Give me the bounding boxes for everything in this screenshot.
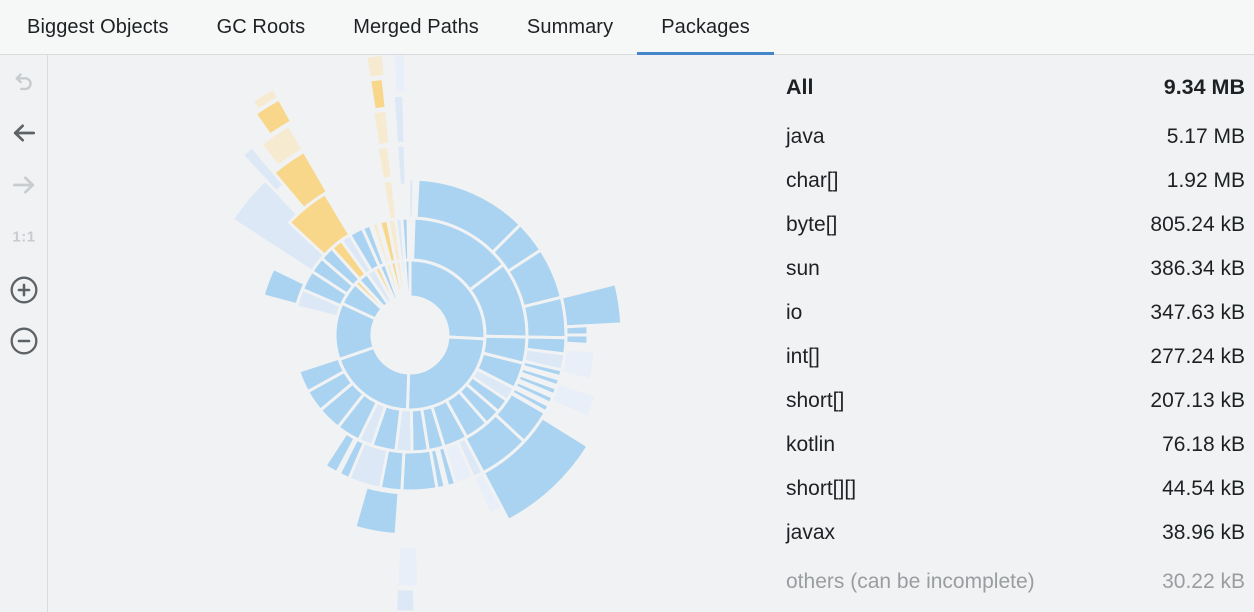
sunburst-segment[interactable]	[395, 545, 421, 589]
package-row-sun[interactable]: sun 386.34 kB	[770, 247, 1254, 291]
package-row-short[interactable]: short[] 207.13 kB	[770, 379, 1254, 423]
package-size: 805.24 kB	[1150, 213, 1245, 236]
package-name: sun	[786, 257, 820, 280]
sunburst-segment[interactable]	[518, 366, 562, 388]
tab-bar: Biggest Objects GC Roots Merged Paths Summa…	[0, 0, 1254, 55]
sunburst-segment[interactable]	[481, 415, 591, 523]
package-size: 5.17 MB	[1166, 125, 1245, 148]
tab-gc-roots[interactable]: GC Roots	[216, 15, 306, 38]
package-size: 38.96 kB	[1162, 521, 1245, 544]
sunburst-segment[interactable]	[436, 445, 458, 489]
sunburst-segment[interactable]	[471, 470, 505, 517]
package-name: All	[786, 74, 814, 99]
chart-toolbar: 1:1	[0, 55, 48, 612]
sunburst-chart[interactable]	[49, 55, 771, 612]
package-name: io	[786, 301, 803, 324]
package-name: short[]	[786, 389, 845, 412]
sunburst-segment[interactable]	[364, 55, 387, 80]
package-row-kotlin[interactable]: kotlin 76.18 kB	[770, 423, 1254, 467]
package-size: 207.13 kB	[1150, 389, 1245, 412]
package-name: short[][]	[786, 477, 857, 500]
tab-biggest-objects[interactable]: Biggest Objects	[27, 15, 169, 38]
sunburst-segment[interactable]	[407, 177, 416, 220]
sunburst-segment[interactable]	[549, 381, 599, 420]
package-row-char[interactable]: char[] 1.92 MB	[770, 159, 1254, 203]
package-row-others-can-be-incomplete: others (can be incomplete) 30.22 kB	[770, 560, 1254, 604]
sunburst-segment[interactable]	[403, 258, 412, 299]
sunburst-segment[interactable]	[400, 448, 439, 493]
package-name: byte[]	[786, 213, 838, 236]
sunburst-segment[interactable]	[250, 86, 281, 113]
package-name: int[]	[786, 345, 820, 368]
sunburst-segment[interactable]	[391, 55, 408, 96]
package-size: 386.34 kB	[1150, 257, 1245, 280]
sunburst-segment[interactable]	[353, 485, 401, 537]
sunburst-segment[interactable]	[322, 431, 358, 475]
actual-size-button: 1:1	[12, 228, 36, 246]
package-row-int[interactable]: int[] 277.24 kB	[770, 335, 1254, 379]
package-row-all[interactable]: All 9.34 MB	[770, 65, 1254, 109]
sunburst-segment[interactable]	[559, 281, 624, 329]
undo-icon	[15, 73, 32, 91]
zoom-out-button[interactable]	[10, 327, 39, 356]
package-size: 30.22 kB	[1162, 570, 1245, 593]
zoom-in-icon	[10, 276, 38, 304]
sunburst-segment[interactable]	[296, 356, 347, 394]
zoom-out-icon	[10, 327, 38, 355]
sunburst-segment[interactable]	[381, 178, 399, 222]
sunburst-segment[interactable]	[400, 216, 411, 262]
tab-merged-paths[interactable]: Merged Paths	[353, 15, 479, 38]
sunburst-segment[interactable]	[271, 149, 330, 211]
package-size: 1.92 MB	[1166, 169, 1245, 192]
package-size: 44.54 kB	[1162, 477, 1245, 500]
sunburst-segment[interactable]	[375, 144, 394, 182]
sunburst-segment[interactable]	[395, 143, 408, 187]
package-size: 76.18 kB	[1162, 433, 1245, 456]
package-name: others (can be incomplete)	[786, 570, 1035, 593]
sunburst-segment[interactable]	[367, 76, 388, 112]
tab-packages[interactable]: Packages	[637, 0, 774, 55]
package-row-javax[interactable]: javax 38.96 kB	[770, 511, 1254, 555]
sunburst-segment[interactable]	[258, 123, 306, 169]
package-row-io[interactable]: io 347.63 kB	[770, 291, 1254, 335]
reset-view-button	[12, 71, 37, 96]
package-name: kotlin	[786, 433, 836, 456]
arrow-right-icon	[12, 176, 35, 194]
package-name: java	[786, 125, 825, 148]
sunburst-segment[interactable]	[559, 346, 597, 382]
forward-button	[11, 172, 38, 199]
sunburst-segment[interactable]	[337, 437, 367, 481]
zoom-in-button[interactable]	[10, 276, 39, 305]
sunburst-segment[interactable]	[393, 587, 417, 612]
package-row-java[interactable]: java 5.17 MB	[770, 115, 1254, 159]
sunburst-segment[interactable]	[261, 266, 307, 307]
back-button[interactable]	[11, 120, 38, 147]
package-name: javax	[786, 521, 836, 544]
sunburst-segment[interactable]	[370, 108, 392, 148]
package-size: 347.63 kB	[1150, 301, 1245, 324]
package-row-short[interactable]: short[][] 44.54 kB	[770, 467, 1254, 511]
sunburst-segment[interactable]	[391, 93, 407, 146]
tab-summary[interactable]: Summary	[526, 15, 614, 38]
package-size: 9.34 MB	[1163, 74, 1245, 99]
package-name: char[]	[786, 169, 839, 192]
arrow-left-icon	[13, 124, 36, 142]
sunburst-segment[interactable]	[564, 333, 590, 346]
package-row-byte[interactable]: byte[] 805.24 kB	[770, 203, 1254, 247]
package-size: 277.24 kB	[1150, 345, 1245, 368]
packages-list: All 9.34 MB java 5.17 MB char[] 1.92 MB byte[]…	[770, 55, 1254, 604]
